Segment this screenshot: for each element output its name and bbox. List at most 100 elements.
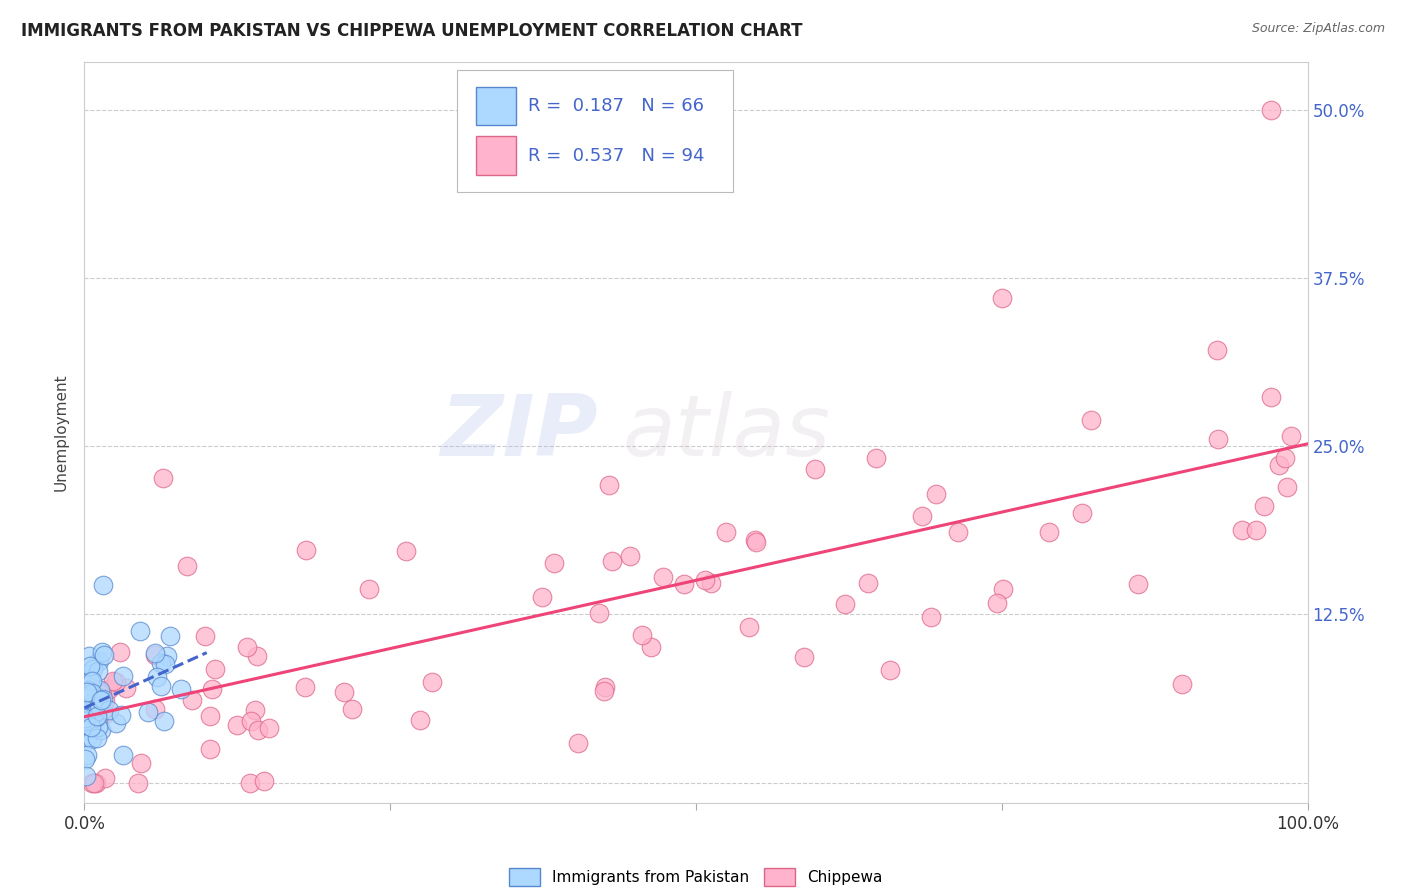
- Point: [93, 648, 115, 662]
- Point: [97, 703, 120, 717]
- Point: [294, 543, 316, 558]
- Point: [77, 701, 100, 715]
- Y-axis label: Unemployment: Unemployment: [53, 374, 69, 491]
- Point: [84, 710, 107, 724]
- Point: [84, 704, 107, 718]
- Point: [76, 718, 98, 732]
- Point: [110, 707, 132, 722]
- Point: [991, 291, 1014, 305]
- Point: [105, 715, 128, 730]
- Point: [94, 694, 117, 708]
- Point: [695, 573, 717, 587]
- Point: [155, 657, 177, 671]
- Point: [143, 648, 166, 663]
- Point: [1274, 450, 1296, 465]
- Point: [77, 673, 100, 687]
- Point: [82, 674, 104, 689]
- Point: [152, 471, 174, 485]
- Point: [105, 675, 128, 690]
- Point: [598, 477, 620, 491]
- Point: [86, 708, 108, 723]
- Point: [73, 696, 96, 710]
- Point: [631, 628, 654, 642]
- Point: [911, 509, 934, 524]
- Point: [986, 597, 1008, 611]
- Point: [98, 682, 121, 697]
- Point: [84, 775, 107, 789]
- Point: [236, 640, 259, 654]
- Point: [243, 703, 266, 717]
- Point: [201, 682, 224, 697]
- Point: [76, 747, 98, 762]
- Point: [79, 665, 101, 680]
- Point: [1275, 480, 1298, 494]
- Point: [77, 682, 100, 697]
- Point: [90, 723, 112, 738]
- Point: [865, 451, 887, 466]
- Point: [1253, 499, 1275, 513]
- Point: [108, 645, 131, 659]
- Point: [80, 686, 103, 700]
- Point: [1171, 676, 1194, 690]
- Point: [672, 576, 695, 591]
- Point: [75, 708, 97, 723]
- Point: [198, 742, 221, 756]
- Point: [1038, 524, 1060, 539]
- Point: [640, 640, 662, 655]
- Point: [115, 681, 138, 696]
- Point: [83, 706, 105, 721]
- Point: [75, 714, 97, 728]
- Point: [176, 558, 198, 573]
- Point: [75, 713, 97, 727]
- Point: [1244, 524, 1267, 538]
- Point: [531, 591, 554, 605]
- Point: [86, 709, 108, 723]
- Point: [112, 748, 135, 763]
- Point: [129, 756, 152, 771]
- Text: IMMIGRANTS FROM PAKISTAN VS CHIPPEWA UNEMPLOYMENT CORRELATION CHART: IMMIGRANTS FROM PAKISTAN VS CHIPPEWA UNE…: [21, 22, 803, 40]
- Point: [253, 774, 276, 789]
- Point: [1279, 429, 1302, 443]
- Point: [94, 771, 117, 785]
- Point: [79, 688, 101, 702]
- Point: [76, 731, 98, 745]
- Point: [409, 713, 432, 727]
- Point: [75, 718, 97, 732]
- Point: [588, 606, 610, 620]
- Point: [77, 648, 100, 663]
- Point: [502, 129, 524, 144]
- Point: [76, 672, 98, 686]
- Point: [925, 487, 948, 501]
- Point: [83, 698, 105, 713]
- Point: [744, 533, 766, 547]
- Point: [595, 680, 617, 694]
- Point: [73, 751, 96, 765]
- Point: [87, 699, 110, 714]
- Point: [87, 697, 110, 711]
- Point: [76, 684, 98, 698]
- Point: [75, 706, 97, 721]
- Point: [856, 576, 879, 591]
- Point: [804, 462, 827, 476]
- Text: R =  0.537   N = 94: R = 0.537 N = 94: [529, 146, 704, 165]
- Point: [159, 629, 181, 643]
- Point: [246, 649, 269, 664]
- Point: [593, 683, 616, 698]
- Point: [87, 693, 110, 707]
- Point: [91, 645, 114, 659]
- Point: [602, 554, 624, 568]
- Point: [198, 708, 221, 723]
- Point: [333, 685, 356, 699]
- Point: [146, 670, 169, 684]
- Point: [239, 775, 262, 789]
- Point: [79, 712, 101, 726]
- Point: [79, 659, 101, 673]
- Point: [101, 673, 124, 688]
- Point: [1260, 103, 1282, 117]
- Point: [79, 673, 101, 688]
- Point: [714, 524, 737, 539]
- Point: [834, 597, 856, 611]
- Point: [84, 706, 107, 721]
- Text: R =  0.187   N = 66: R = 0.187 N = 66: [529, 97, 704, 115]
- Point: [340, 702, 363, 716]
